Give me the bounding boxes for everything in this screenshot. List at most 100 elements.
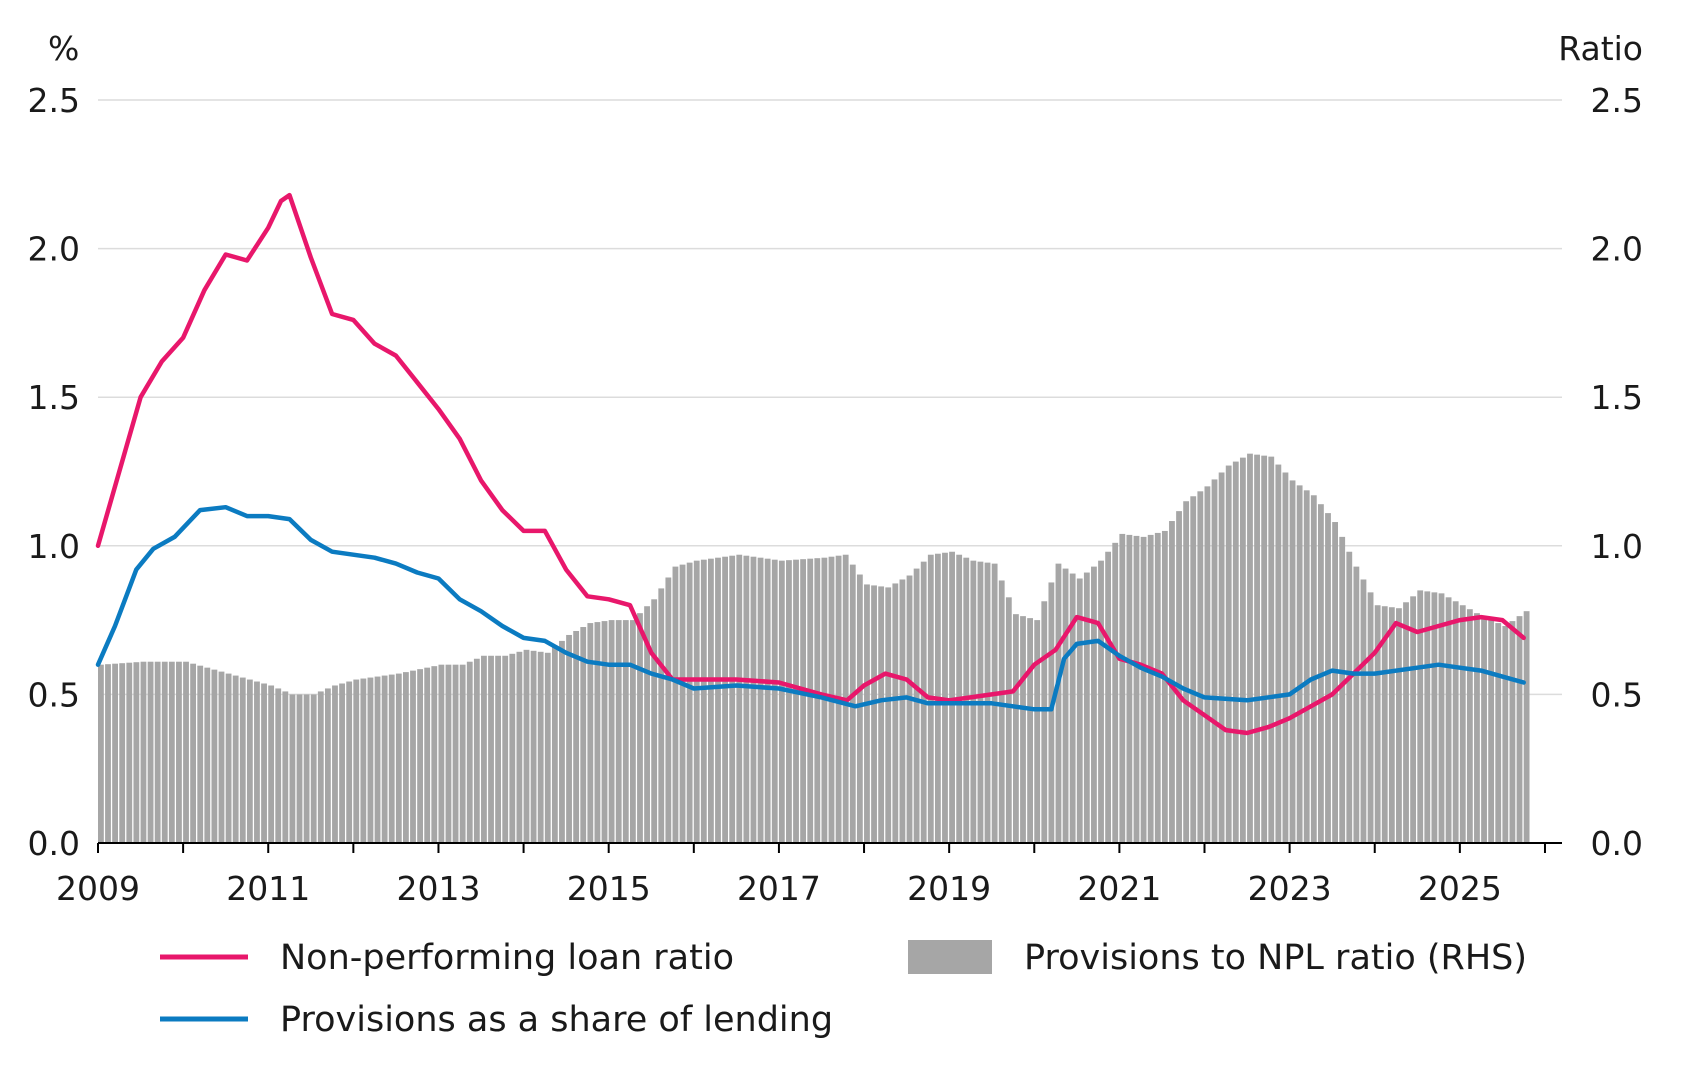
x-tick-label: 2011: [226, 869, 310, 908]
bar: [1076, 578, 1083, 843]
bar: [403, 672, 409, 843]
bar: [381, 675, 388, 843]
bar: [140, 661, 147, 843]
bar: [608, 620, 615, 843]
bar: [410, 670, 416, 843]
bar: [1225, 465, 1232, 843]
bar: [658, 588, 665, 843]
axes: 0.0 0.5 1.0 1.5 2.0 2.5 0.0 0.5 1.0 1.5 2.0 2.5 2009…: [28, 81, 1643, 908]
bar: [438, 664, 445, 843]
legend: Non-performing loan ratio Provisions as a…: [160, 938, 1527, 1040]
bar: [1254, 454, 1260, 843]
bar: [637, 613, 643, 843]
bar: [871, 585, 877, 843]
bar: [771, 559, 778, 843]
bar: [324, 688, 331, 843]
right-tick-label: 0.0: [1591, 824, 1643, 863]
bar: [793, 559, 799, 843]
bar: [1112, 542, 1119, 843]
bar: [1140, 536, 1147, 843]
bar: [963, 557, 970, 843]
bar: [126, 662, 133, 843]
bar: [1459, 605, 1466, 843]
bar: [1005, 597, 1012, 843]
bar: [1091, 566, 1097, 843]
left-tick-label: 1.5: [28, 378, 80, 417]
bar: [1516, 616, 1523, 843]
bar: [1232, 461, 1239, 843]
bar: [708, 558, 714, 843]
bar: [1452, 601, 1459, 843]
bar: [885, 587, 892, 843]
bar: [353, 679, 360, 843]
bar: [1190, 496, 1197, 843]
legend-swatch-provisions-to-npl-ratio-rhs: [908, 940, 992, 974]
bar: [1396, 608, 1402, 843]
bar: [1041, 601, 1048, 843]
bar: [488, 655, 494, 843]
bar: [722, 556, 729, 843]
bar: [360, 678, 367, 843]
left-tick-label: 0.5: [28, 675, 80, 714]
bar: [261, 683, 267, 843]
bar: [566, 634, 572, 843]
bar: [1055, 563, 1062, 843]
bar: [750, 556, 757, 843]
bar: [1126, 534, 1133, 843]
bar: [1105, 551, 1112, 843]
bar: [1339, 536, 1346, 843]
bar: [587, 623, 594, 843]
bar: [303, 694, 310, 843]
bar: [1211, 479, 1218, 843]
bar: [764, 558, 771, 843]
bar: [1310, 495, 1317, 843]
bar: [176, 661, 182, 843]
bar: [757, 557, 764, 843]
bar: [998, 580, 1005, 843]
bar: [211, 669, 218, 843]
bar: [310, 694, 317, 843]
bar: [1183, 501, 1190, 843]
bar: [693, 560, 700, 843]
bar: [1410, 596, 1417, 843]
line-series-layer: [95, 192, 1526, 736]
right-axis-unit-label: Ratio: [1558, 29, 1643, 68]
bar: [1374, 605, 1381, 843]
bar: [246, 679, 253, 843]
bar: [1417, 590, 1424, 843]
bar: [1502, 626, 1509, 843]
bar: [1488, 620, 1495, 843]
bar: [374, 676, 381, 843]
bar: [665, 577, 672, 843]
bar: [445, 664, 452, 843]
bar: [1381, 606, 1388, 843]
bar: [239, 677, 246, 843]
bar: [679, 564, 686, 843]
legend-label-provisions-to-npl-ratio-rhs: Provisions to NPL ratio (RHS): [1024, 938, 1527, 978]
x-tick-label: 2023: [1248, 869, 1332, 908]
bar: [466, 661, 473, 843]
bar: [509, 653, 516, 843]
bar: [913, 568, 920, 843]
bar: [1403, 602, 1409, 843]
bar: [743, 555, 750, 843]
bar: [530, 650, 537, 843]
bar: [1154, 532, 1161, 843]
bar: [282, 691, 289, 843]
bar: [147, 661, 154, 843]
bar: [1197, 491, 1204, 843]
line-non-performing-loan-ratio: [95, 192, 1526, 736]
bar: [1367, 592, 1374, 843]
legend-label-provisions-as-a-share-of-lending: Provisions as a share of lending: [280, 1000, 833, 1040]
bar: [949, 551, 955, 843]
bar: [516, 651, 523, 843]
x-tick-label: 2019: [907, 869, 991, 908]
bar: [1027, 618, 1034, 843]
bar: [814, 558, 821, 843]
right-tick-label: 2.5: [1591, 81, 1643, 120]
bar: [1346, 551, 1353, 843]
bar: [190, 663, 197, 843]
bar: [495, 655, 502, 843]
bar: [864, 584, 870, 843]
